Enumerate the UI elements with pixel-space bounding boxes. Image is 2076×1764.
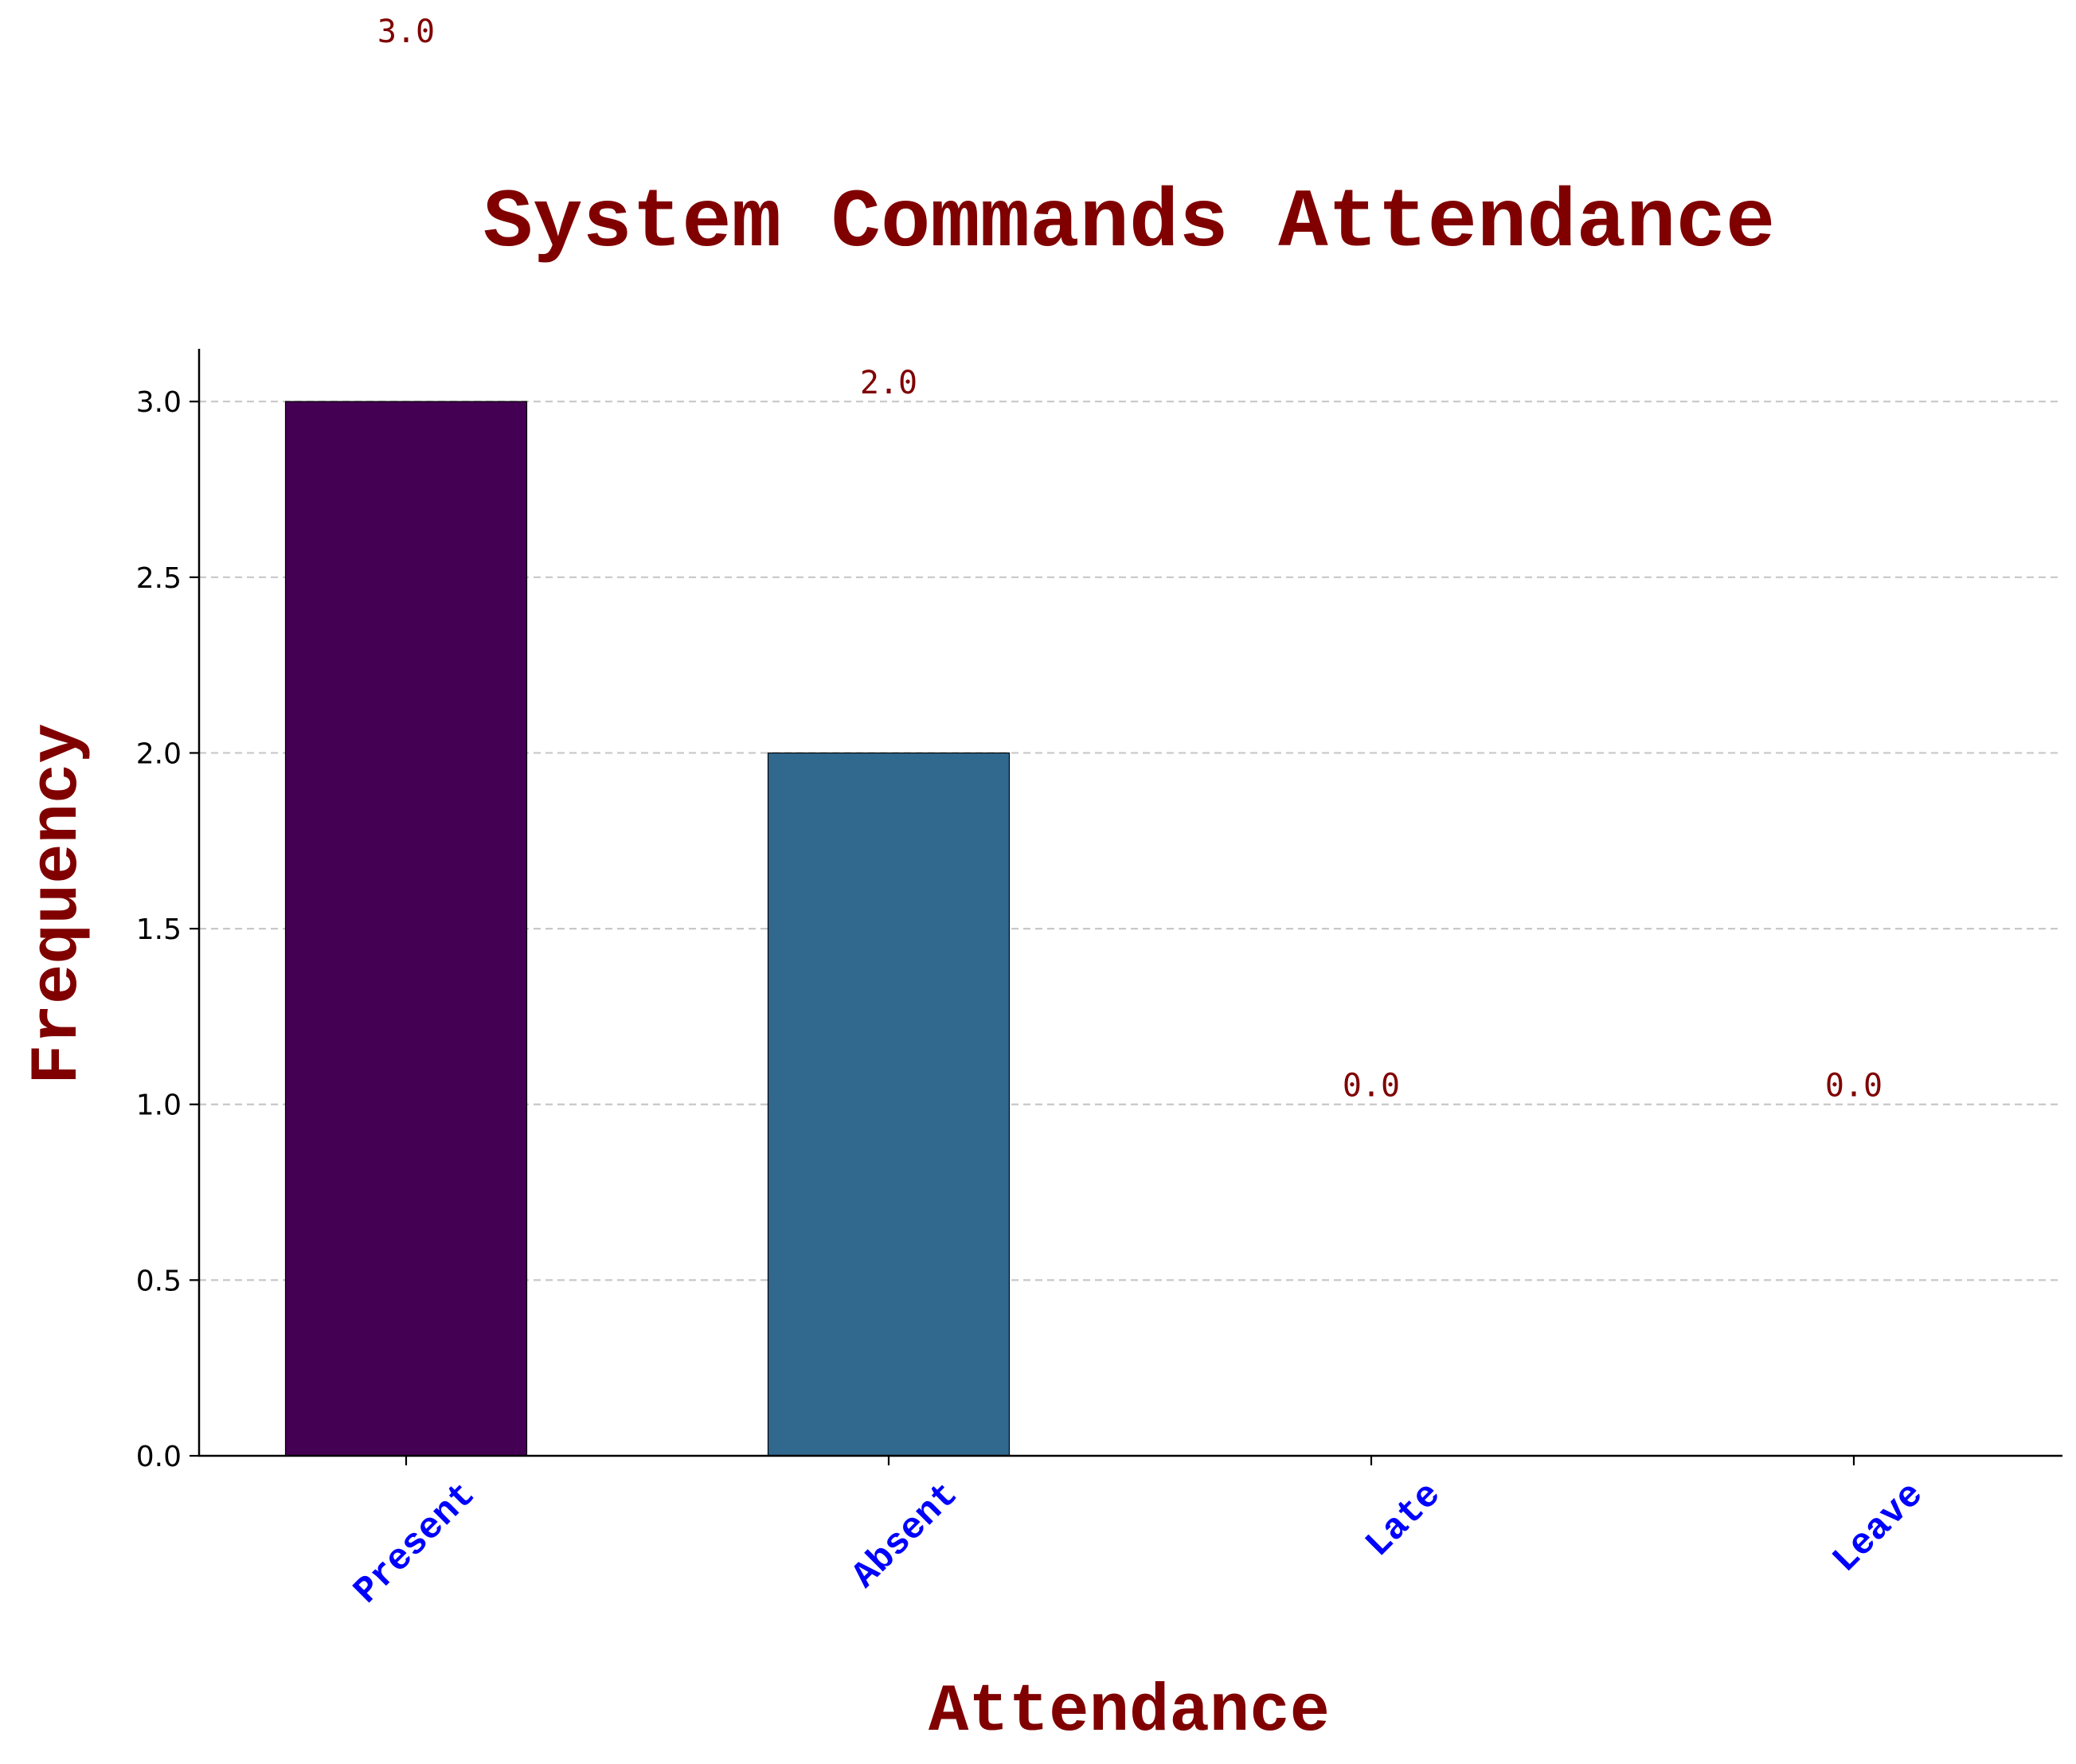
x-ticks: Present Absent Late Leave [346, 1456, 1932, 1613]
x-tick-label: Leave [1825, 1474, 1932, 1581]
chart-title: System Commands Attendance [483, 177, 1776, 271]
value-label: 0.0 [1343, 1068, 1400, 1105]
y-tick-label: 1.0 [136, 1089, 182, 1122]
x-tick-label: Present [346, 1474, 483, 1612]
y-tick-label: 2.0 [136, 737, 182, 770]
bars [284, 401, 1011, 1457]
x-tick-label: Absent [844, 1474, 967, 1597]
value-labels: 3.0 2.0 0.0 0.0 [377, 14, 1882, 1105]
value-label: 0.0 [1825, 1068, 1882, 1105]
axes [197, 349, 2062, 1457]
y-ticks: 0.0 0.5 1.0 1.5 2.0 2.5 3.0 [136, 386, 199, 1473]
y-tick-label: 0.0 [136, 1441, 182, 1473]
value-label: 3.0 [377, 14, 435, 50]
y-axis-label: Frequency [21, 723, 96, 1085]
y-tick-label: 3.0 [136, 386, 182, 419]
bar-present [284, 401, 528, 1457]
bar-absent [767, 752, 1011, 1457]
y-tick-label: 0.5 [136, 1265, 182, 1297]
x-axis-label: Attendance [929, 1675, 1330, 1750]
y-tick-label: 2.5 [136, 562, 182, 595]
y-tick-label: 1.5 [136, 913, 182, 946]
x-tick-label: Late [1358, 1474, 1449, 1566]
value-label: 2.0 [860, 365, 917, 401]
